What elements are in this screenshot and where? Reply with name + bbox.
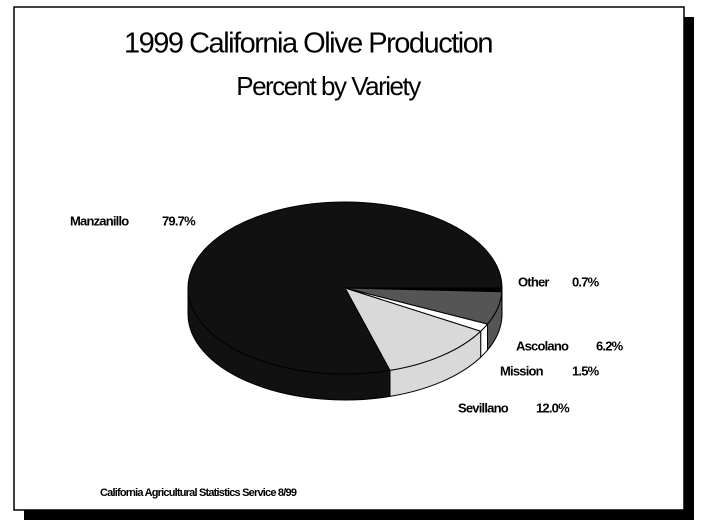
chart-title: 1999 California Olive Production [124,28,492,60]
slice-label: Manzanillo [70,213,129,228]
source-note: California Agricultural Statistics Servi… [100,487,297,499]
pie [188,202,502,400]
slice-label: Ascolano [516,338,569,353]
value-label: 0.7% [572,274,600,289]
chart-subtitle: Percent by Variety [236,71,421,101]
value-label: 12.0% [536,400,570,415]
slice-label: Other [518,274,549,289]
slice-label: Sevillano [458,400,509,415]
value-label: 1.5% [572,363,600,378]
value-label: 79.7% [162,213,196,228]
value-label: 6.2% [596,338,624,353]
slice-label: Mission [500,363,544,378]
